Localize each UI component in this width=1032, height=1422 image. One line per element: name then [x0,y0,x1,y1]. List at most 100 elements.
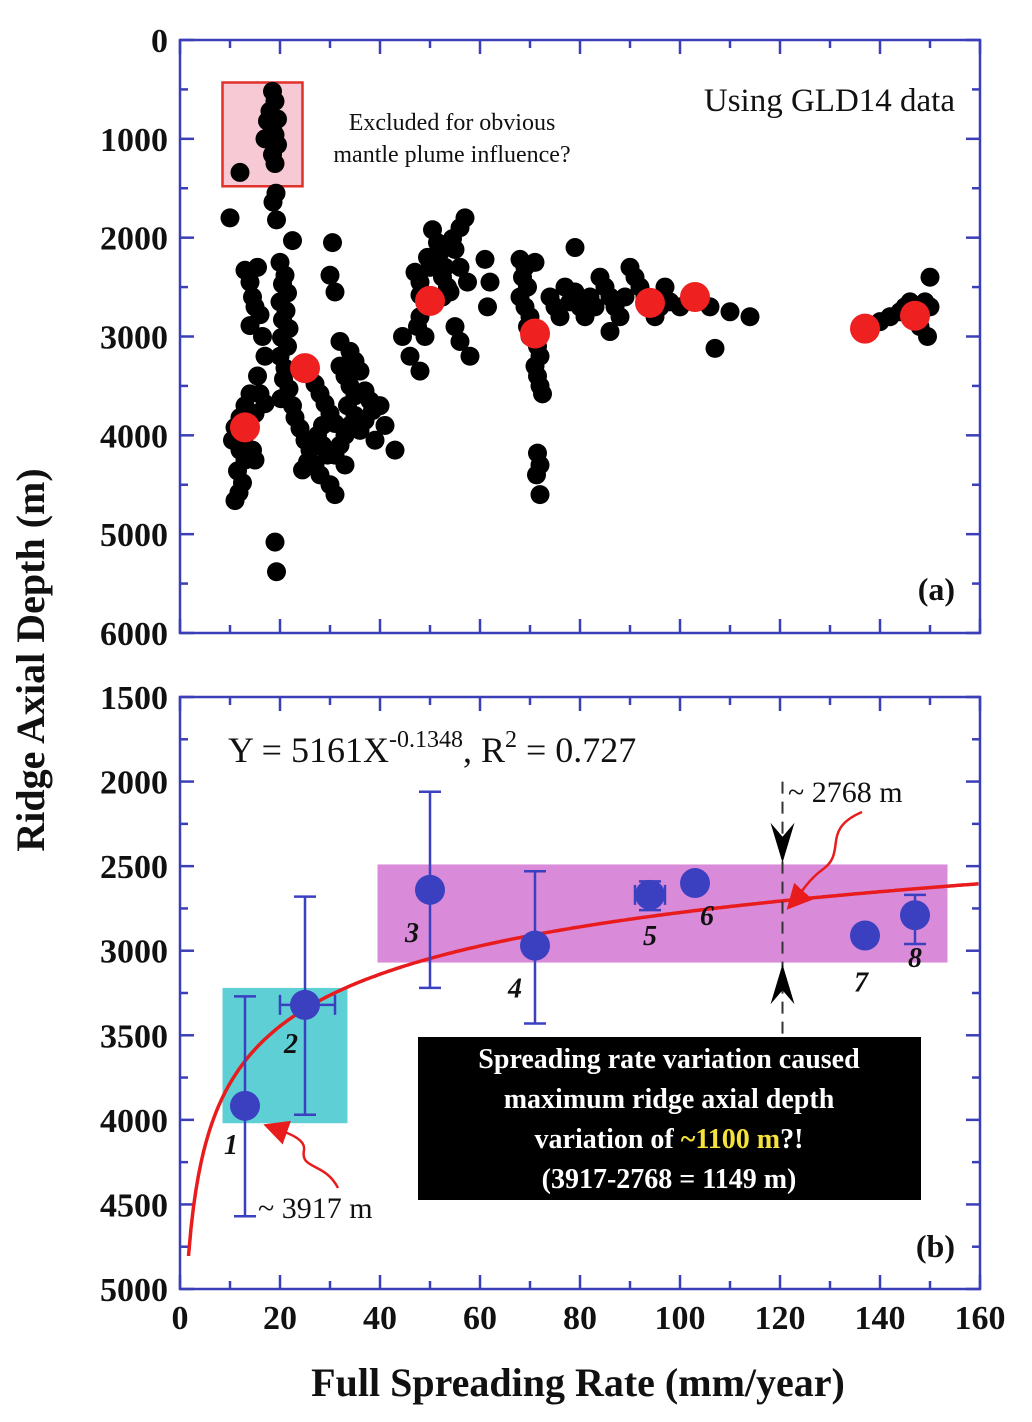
data-point [430,242,450,262]
x-tick-label: 120 [755,1300,806,1337]
x-tick-label: 80 [563,1300,597,1337]
group-mean-point [900,900,930,931]
data-point [918,327,937,346]
data-point [415,327,435,346]
group-mean-point [635,879,665,910]
annotation-low-arrow [263,1120,340,1189]
y-tick-label: 0 [151,23,168,60]
fit-equation: Y = 5161X-0.1348, R2 = 0.727 [228,727,636,770]
info-box [418,1037,921,1200]
data-point [455,208,475,228]
dataset-note: Using GLD14 data [704,83,955,119]
x-tick-label: 160 [955,1300,1006,1337]
data-point [740,307,760,327]
data-point [240,316,260,336]
x-tick-label: 20 [263,1300,297,1337]
up-arrow-icon [770,964,795,1005]
point-label: 4 [507,974,522,1005]
x-tick-label: 40 [363,1300,397,1337]
y-tick-label: 5000 [100,517,168,554]
data-point [565,282,585,302]
data-point [325,485,345,505]
excluded-note-line2: mantle plume influence? [333,142,570,168]
data-point [265,154,285,174]
panel-b-label: (b) [916,1228,955,1264]
y-tick-label: 4000 [100,418,168,455]
panel-b-frame [178,695,982,1291]
group-mean-point [415,874,445,905]
y-tick-label: 6000 [100,616,168,653]
panel-a-ridge-points [220,81,940,582]
panel-b-ticks [178,695,982,1291]
y-tick-label: 2000 [100,765,168,802]
data-point [370,396,390,416]
panel-b-y-tick-labels: 1500 2000 2500 3000 3500 4000 4500 5000 [100,680,168,1309]
point-label: 6 [700,901,714,932]
panel-a-frame [178,38,982,635]
data-point [350,420,370,440]
power-law-fit-curve [186,882,979,1257]
y-axis-title: Ridge Axial Depth (m) [8,468,53,851]
info-line3: variation of ~1100 m?! [535,1124,804,1155]
point-label: 3 [404,918,419,949]
annotation-low: ~ 3917 m [258,1192,373,1225]
y-tick-label: 3500 [100,1018,168,1055]
info-line2: maximum ridge axial depth [504,1084,835,1115]
panel-a-label: (a) [918,571,955,607]
data-point [385,440,405,460]
reference-arrows [770,822,795,1005]
info-line4: (3917-2768 = 1149 m) [542,1164,797,1195]
y-tick-label: 1000 [100,122,168,159]
data-point [445,240,465,260]
data-point [265,532,285,552]
data-point [253,327,272,346]
data-point [245,450,265,470]
data-point [410,361,430,381]
down-arrow-icon [770,822,795,863]
data-point [393,327,412,346]
y-tick-label: 3000 [100,934,168,971]
bin-mean-point [680,281,710,312]
data-point [533,384,552,404]
annotation-high: ~ 2768 m [788,776,903,809]
data-point [365,430,385,450]
group-mean-point [290,989,320,1020]
data-point [475,249,495,269]
data-point [585,297,605,317]
y-tick-label: 1500 [100,680,168,717]
data-point [375,415,395,435]
bin-mean-point [850,313,880,344]
data-point [263,192,283,212]
data-point [615,287,635,307]
group-mean-point [680,868,710,899]
x-tick-label: 0 [172,1300,189,1337]
point-label: 8 [908,943,922,974]
data-point [600,322,620,342]
bin-mean-point [230,412,260,443]
group-mean-point [850,920,880,951]
panel-b-point-labels: 1 2 3 4 5 6 7 8 [224,901,922,1161]
y-tick-label: 4500 [100,1187,168,1224]
bin-mean-point [415,285,445,316]
group-mean-point [230,1090,260,1121]
data-point [267,210,286,230]
data-point [550,307,570,327]
excluded-note-line1: Excluded for obvious [349,110,556,136]
data-point [248,257,267,277]
y-tick-label: 3000 [100,320,168,357]
data-point [920,267,940,287]
point-label: 5 [643,921,657,952]
data-point [335,455,355,475]
panel-a: 0 1000 2000 3000 4000 5000 6000 Using GLD14 da… [100,23,982,653]
data-point [525,252,545,272]
data-point [445,317,465,337]
data-point [325,282,345,302]
panel-b-points [230,868,930,1121]
panel-a-bin-means [230,281,930,443]
point-label: 1 [224,1130,238,1161]
data-point [267,562,286,582]
data-point [255,346,275,366]
y-tick-label: 4000 [100,1103,168,1140]
bin-mean-point [520,318,550,349]
bin-mean-point [635,287,665,318]
